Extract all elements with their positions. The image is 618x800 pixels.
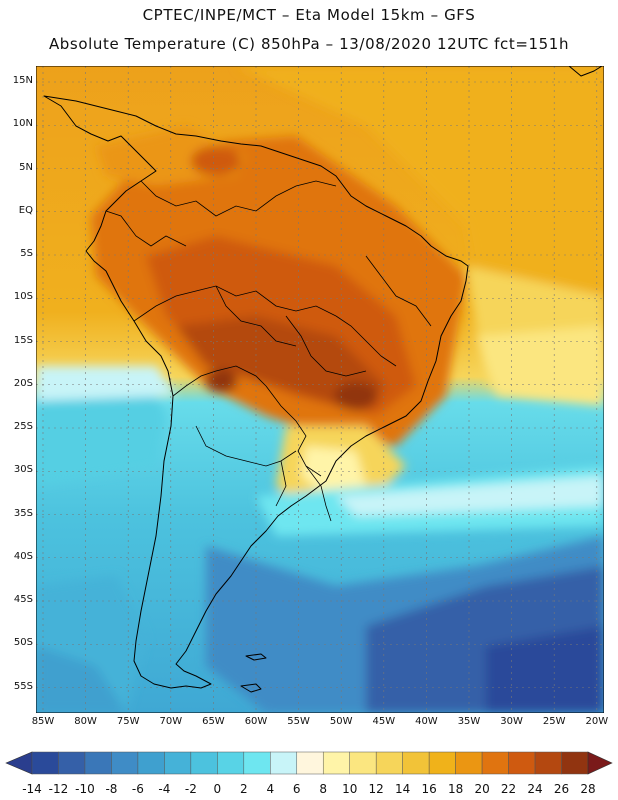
colorbar-swatch bbox=[349, 751, 377, 775]
colorbar-swatch bbox=[243, 751, 271, 775]
colorbar-swatch bbox=[481, 751, 509, 775]
colorbar-swatch bbox=[428, 751, 456, 775]
longitude-label: 45W bbox=[372, 716, 396, 727]
latitude-label: 50S bbox=[13, 637, 33, 649]
colorbar-tick-label: -6 bbox=[131, 782, 144, 796]
latitude-label: 40S bbox=[13, 550, 33, 562]
chart-title-line-1: CPTEC/INPE/MCT – Eta Model 15km – GFS bbox=[142, 6, 476, 24]
longitude-label: 60W bbox=[244, 716, 268, 727]
temperature-field-shading bbox=[36, 66, 604, 713]
colorbar-swatch bbox=[455, 751, 483, 775]
colorbar-swatch bbox=[561, 751, 589, 775]
latitude-label: 15N bbox=[12, 75, 33, 86]
longitude-label: 70W bbox=[159, 716, 183, 727]
colorbar-tick-label: 26 bbox=[553, 782, 570, 796]
colorbar-swatch bbox=[402, 751, 430, 775]
colorbar-tick-label: 24 bbox=[527, 782, 543, 796]
colorbar-swatch bbox=[508, 751, 536, 775]
longitude-label: 40W bbox=[415, 716, 438, 727]
latitude-label: 20S bbox=[13, 377, 33, 389]
latitude-label: 5S bbox=[20, 248, 33, 259]
country-borders bbox=[105, 180, 432, 522]
colorbar-tick-label: 20 bbox=[474, 782, 490, 796]
colorbar-tick-label: 16 bbox=[421, 782, 437, 796]
coastlines bbox=[43, 66, 603, 693]
colorbar-tick-label: -8 bbox=[105, 782, 118, 796]
colorbar-swatch bbox=[375, 751, 403, 775]
colorbar-swatch bbox=[217, 751, 245, 775]
longitude-label: 50W bbox=[329, 716, 353, 727]
latitude-label: 25S bbox=[13, 421, 33, 432]
colorbar bbox=[5, 751, 613, 775]
colorbar-swatch bbox=[322, 751, 350, 775]
temperature-map bbox=[36, 66, 604, 713]
colorbar-swatch bbox=[31, 751, 59, 775]
colorbar-swatch bbox=[296, 751, 324, 775]
colorbar-tick-label: 6 bbox=[292, 782, 301, 796]
chart-title-line-2: Absolute Temperature (C) 850hPa – 13/08/… bbox=[48, 35, 570, 53]
colorbar-tick-label: 8 bbox=[319, 782, 328, 796]
longitude-label: 75W bbox=[116, 716, 140, 727]
colorbar-tick-label: 28 bbox=[580, 782, 596, 796]
colorbar-tick-label: 14 bbox=[395, 782, 411, 796]
latitude-label: 5N bbox=[19, 161, 33, 173]
colorbar-tick-label: -10 bbox=[75, 782, 95, 796]
colorbar-high-arrow bbox=[587, 751, 613, 775]
colorbar-tick-label: -2 bbox=[184, 782, 197, 796]
colorbar-swatch bbox=[58, 751, 86, 775]
colorbar-tick-label: 0 bbox=[213, 782, 222, 796]
colorbar-tick-label: 22 bbox=[500, 782, 517, 796]
longitude-label: 20W bbox=[585, 716, 609, 727]
longitude-label: 30W bbox=[500, 716, 523, 727]
latitude-label: EQ bbox=[18, 204, 33, 216]
colorbar-tick-label: 2 bbox=[239, 782, 248, 796]
lat-lon-grid bbox=[36, 66, 604, 713]
colorbar-swatch bbox=[534, 751, 562, 775]
longitude-label: 55W bbox=[287, 716, 310, 727]
longitude-label: 80W bbox=[74, 716, 97, 727]
colorbar-tick-label: 4 bbox=[266, 782, 275, 796]
latitude-label: 10S bbox=[13, 291, 33, 303]
latitude-label: 35S bbox=[13, 507, 33, 519]
colorbar-tick-label: -12 bbox=[48, 782, 69, 796]
colorbar-tick-label: 10 bbox=[342, 782, 358, 796]
longitude-label: 65W bbox=[202, 716, 225, 727]
map-panel bbox=[36, 66, 604, 713]
colorbar-tick-label: 18 bbox=[447, 782, 464, 796]
longitude-label: 85W bbox=[31, 716, 55, 727]
colorbar-swatch bbox=[111, 751, 139, 775]
latitude-label: 55S bbox=[13, 680, 33, 692]
longitude-label: 35W bbox=[457, 716, 481, 727]
colorbar-swatch bbox=[137, 751, 165, 775]
latitude-label: 45S bbox=[13, 594, 33, 605]
colorbar-swatch bbox=[270, 751, 298, 775]
latitude-label: 30S bbox=[13, 464, 33, 476]
colorbar-swatch bbox=[190, 751, 218, 775]
colorbar-tick-label: 12 bbox=[368, 782, 384, 796]
colorbar-tick-label: -14 bbox=[22, 782, 42, 796]
colorbar-swatch bbox=[84, 751, 112, 775]
colorbar-low-arrow bbox=[5, 751, 33, 775]
longitude-label: 25W bbox=[542, 716, 566, 727]
latitude-label: 10N bbox=[12, 118, 33, 130]
colorbar-tick-label: -4 bbox=[158, 782, 171, 796]
latitude-label: 15S bbox=[13, 334, 33, 346]
colorbar-swatch bbox=[164, 751, 192, 775]
